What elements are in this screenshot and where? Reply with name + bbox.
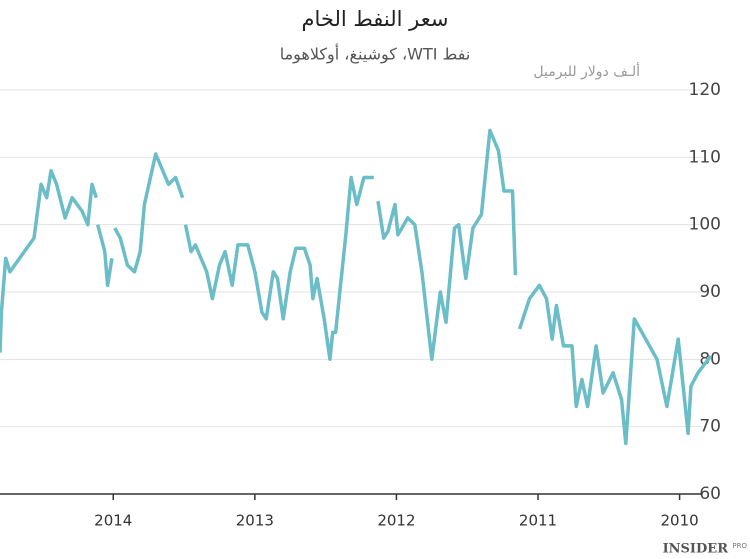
y-tick-label: 120 bbox=[689, 80, 721, 100]
x-tick-label: 2014 bbox=[94, 512, 132, 530]
y-axis-label: ألـف دولار للبرميل bbox=[533, 62, 640, 80]
logo: INSIDER bbox=[663, 542, 729, 557]
x-tick-label: 2013 bbox=[236, 512, 274, 530]
logo-suffix: PRO bbox=[732, 542, 747, 550]
chart-title: سعر النفط الخام bbox=[302, 7, 449, 31]
y-tick-label: 90 bbox=[699, 282, 721, 302]
y-tick-label: 60 bbox=[699, 484, 721, 504]
y-tick-label: 110 bbox=[689, 147, 721, 167]
x-tick-label: 2011 bbox=[519, 512, 557, 530]
x-tick-label: 2012 bbox=[377, 512, 415, 530]
y-tick-label: 70 bbox=[699, 417, 721, 437]
y-tick-label: 100 bbox=[689, 215, 721, 235]
chart-subtitle: نفط WTI، كوشينغ، أوكلاهوما bbox=[280, 44, 471, 65]
x-tick-label: 2010 bbox=[661, 512, 699, 530]
price-line bbox=[0, 128, 713, 446]
